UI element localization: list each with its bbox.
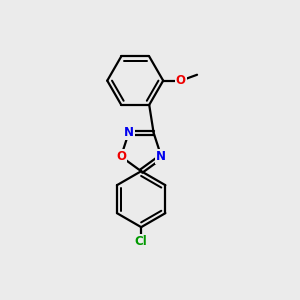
Text: N: N: [124, 126, 134, 139]
Text: Cl: Cl: [135, 236, 148, 248]
Text: O: O: [176, 74, 186, 87]
Text: O: O: [116, 150, 126, 163]
Text: N: N: [156, 150, 166, 163]
